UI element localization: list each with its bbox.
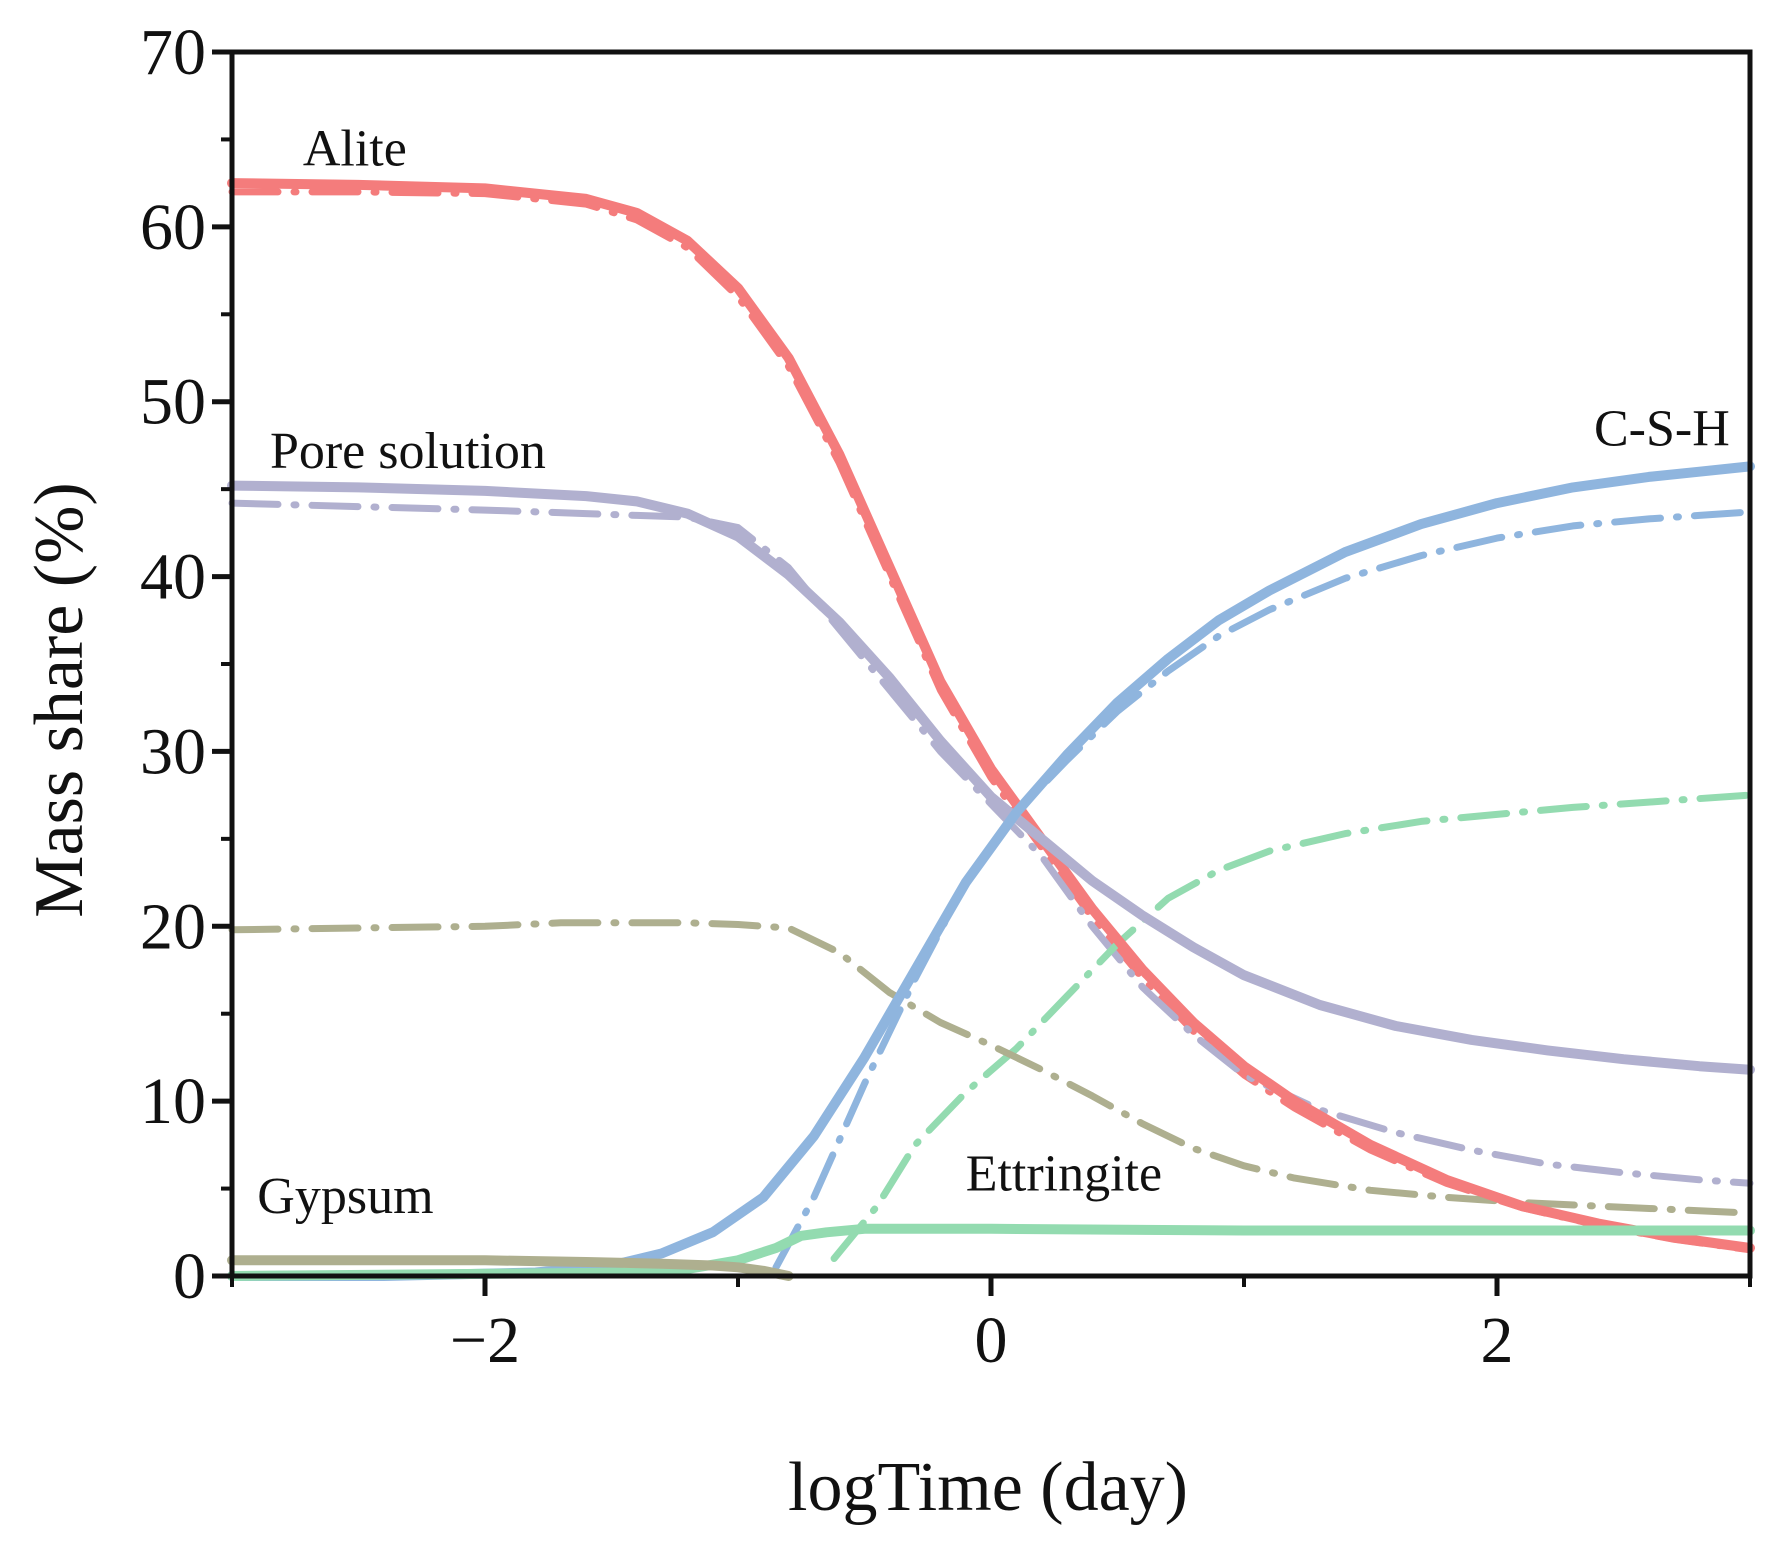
series-line-alite-solid bbox=[227, 178, 1755, 1253]
series-label-ettringite: Ettringite bbox=[966, 1145, 1162, 1202]
y-tick-label: 30 bbox=[140, 715, 206, 788]
series-line-c-s-h-dashdot bbox=[772, 508, 1754, 1271]
x-tick-label: 0 bbox=[975, 1304, 1008, 1377]
x-tick-label: 2 bbox=[1481, 1304, 1514, 1377]
series-layer bbox=[227, 178, 1755, 1281]
plot-frame bbox=[229, 49, 1753, 1279]
y-tick-label: 40 bbox=[140, 541, 206, 614]
x-tick-label: −2 bbox=[450, 1304, 520, 1377]
series-label-c-s-h: C-S-H bbox=[1594, 400, 1730, 457]
series-line-alite-dashdot bbox=[228, 188, 1754, 1254]
y-axis-title: Mass share (%) bbox=[21, 482, 98, 917]
series-line-gypsum-solid bbox=[227, 1255, 794, 1281]
y-tick-label: 0 bbox=[173, 1240, 206, 1313]
series-label-pore-solution: Pore solution bbox=[270, 423, 546, 480]
series-line-gypsum-dashdot bbox=[228, 919, 1754, 1217]
series-line-ettringite-solid bbox=[227, 1223, 1755, 1281]
series-line-ettringite-dashdot bbox=[830, 791, 1754, 1262]
series-label-alite: Alite bbox=[303, 121, 407, 178]
y-tick-label: 20 bbox=[140, 890, 206, 963]
series-line-c-s-h-solid bbox=[227, 461, 1755, 1281]
y-tick-label: 70 bbox=[140, 16, 206, 89]
y-tick-label: 10 bbox=[140, 1065, 206, 1138]
label-layer: Alite Pore solution C-S-H Ettringite Gypsum bbox=[257, 121, 1729, 1225]
x-axis-title: logTime (day) bbox=[788, 1449, 1188, 1526]
y-tick-label: 60 bbox=[140, 191, 206, 264]
axis-layer: 0 10 20 30 40 50 60 70 −2 0 2 bbox=[140, 16, 1753, 1377]
series-label-gypsum: Gypsum bbox=[257, 1168, 433, 1225]
series-line-pore-solution-dashdot bbox=[228, 499, 1754, 1187]
y-tick-label: 50 bbox=[140, 366, 206, 439]
